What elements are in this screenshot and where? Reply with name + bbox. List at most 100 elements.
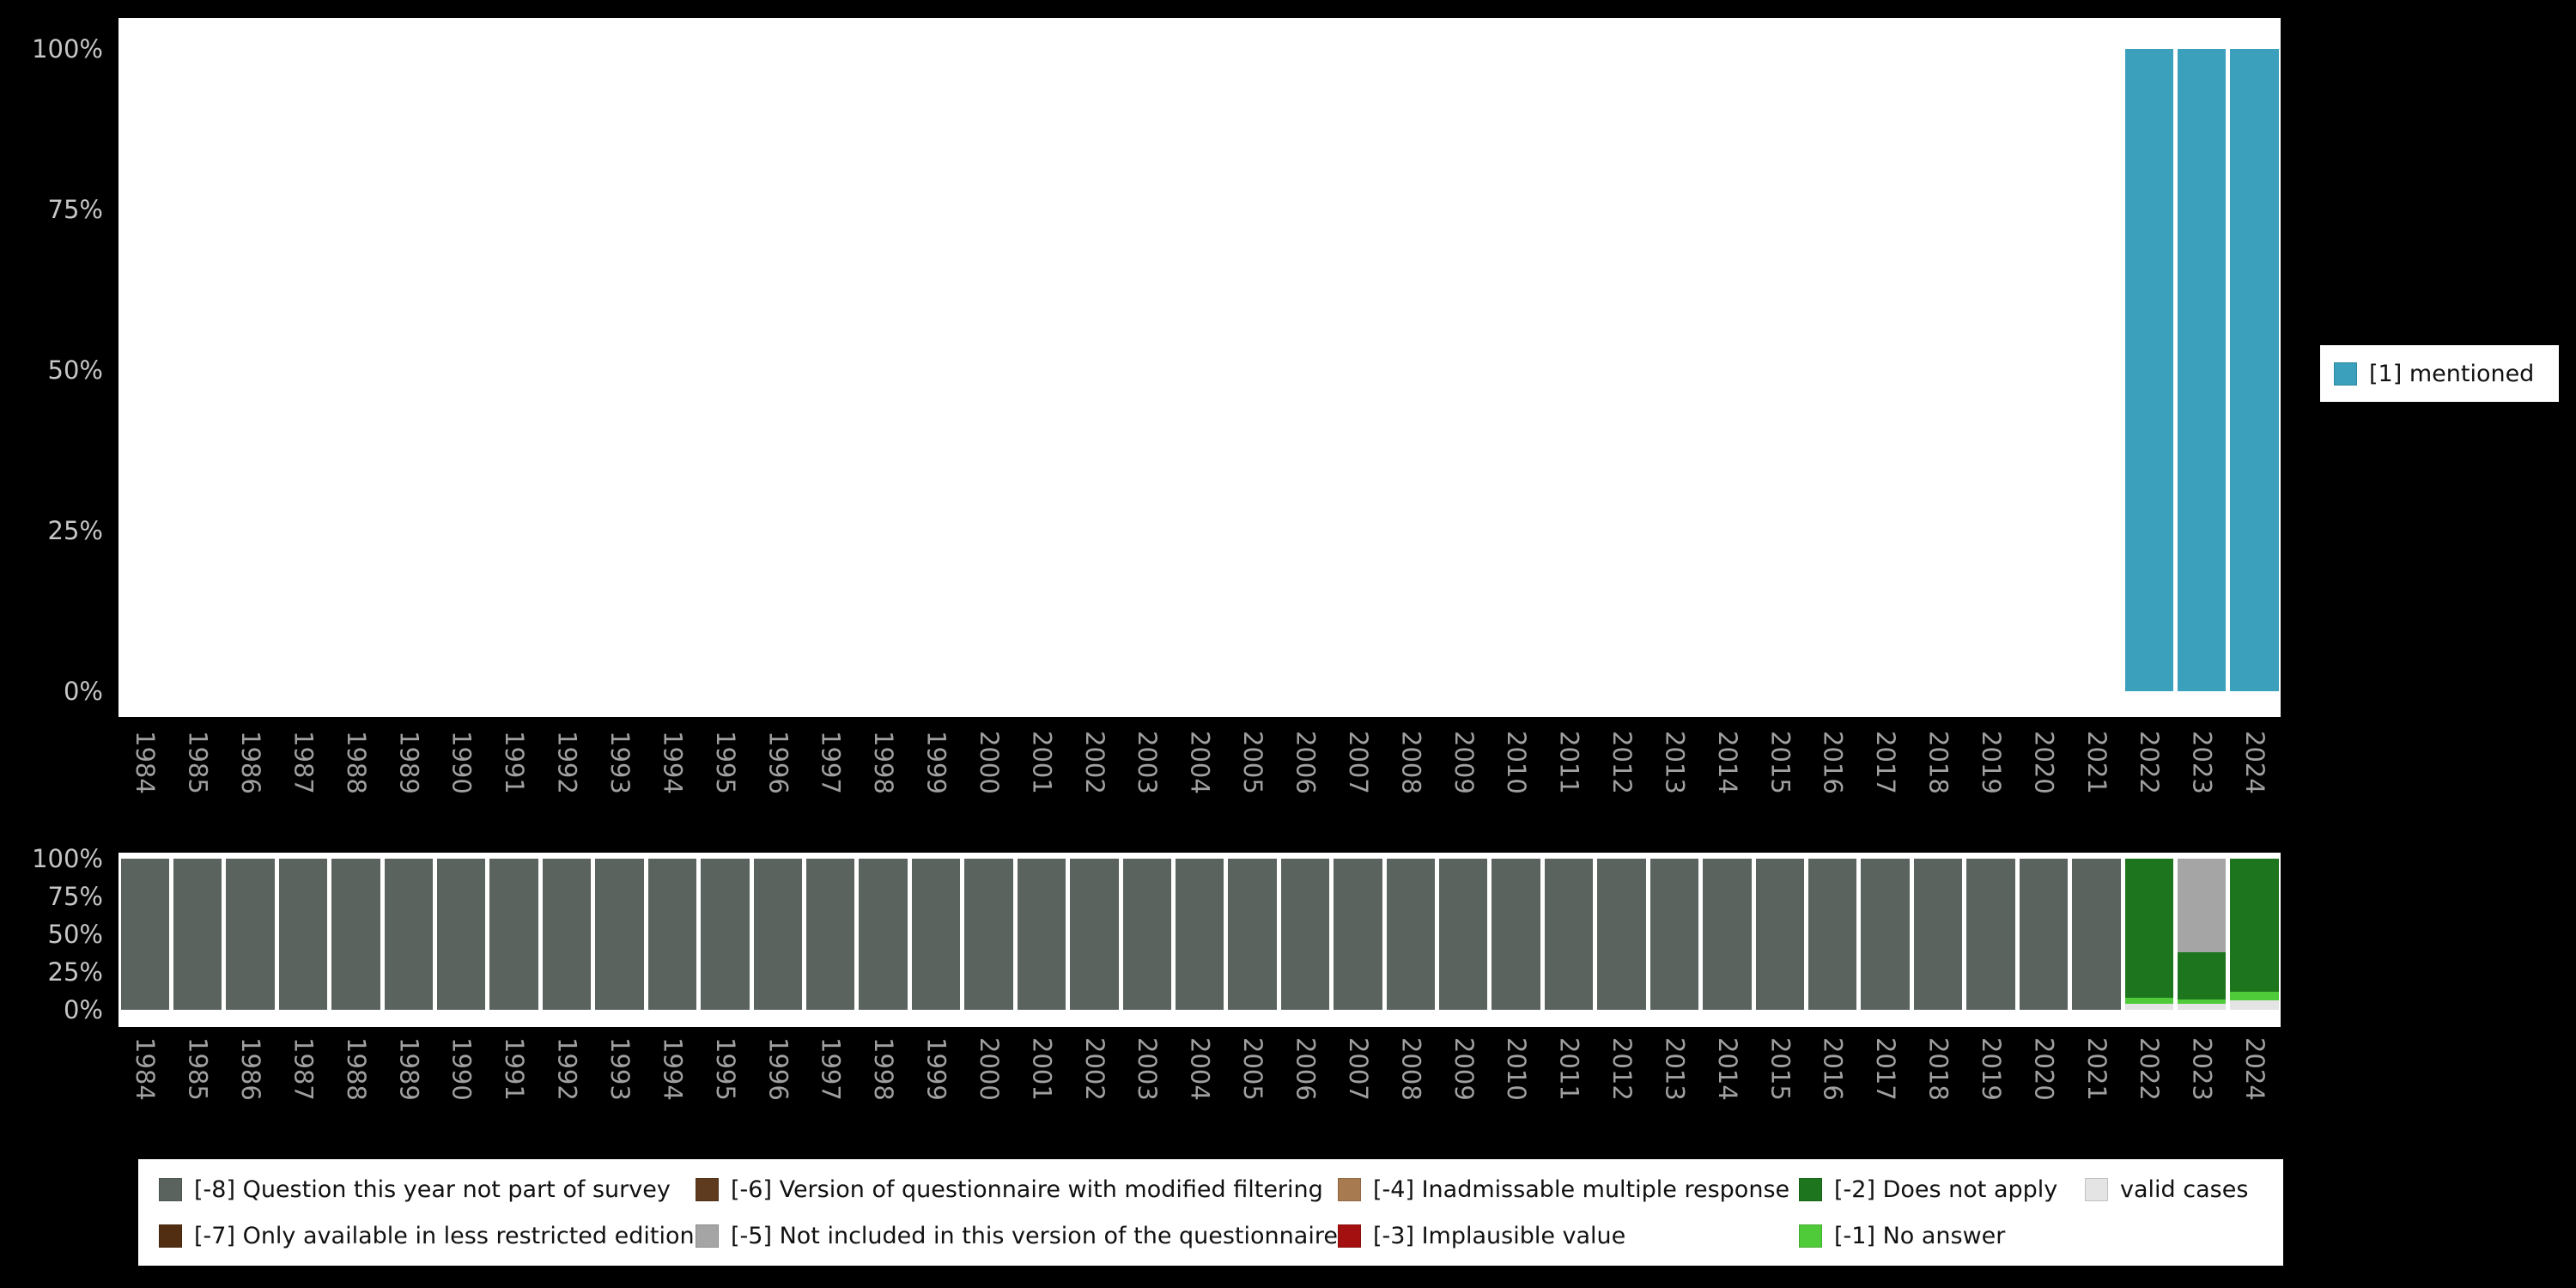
bar-2018: [1914, 49, 1962, 691]
x-axis-tick: 1984: [118, 726, 171, 839]
x-axis-tick-label: 2006: [1291, 731, 1321, 794]
x-axis-tick-label: 1985: [183, 731, 213, 794]
x-axis-tick: 2015: [1753, 1032, 1806, 1145]
bar-2024: [2230, 49, 2279, 691]
x-axis-tick-label: 2001: [1027, 1037, 1057, 1101]
x-axis-tick: 2012: [1595, 1032, 1648, 1145]
x-axis-tick: 2004: [1173, 1032, 1225, 1145]
bar-2016: [1808, 859, 1857, 1010]
bar-segment: [1966, 859, 2015, 1010]
x-axis-tick: 2014: [1701, 1032, 1753, 1145]
legend-item: [-5] Not included in this version of the…: [696, 1212, 1338, 1259]
x-axis-tick-label: 2010: [1502, 1037, 1532, 1101]
x-axis-tick: 2004: [1173, 726, 1225, 839]
x-axis-tick-label: 2014: [1712, 731, 1742, 794]
bar-1993: [595, 49, 643, 691]
y-axis-tick-label: 0%: [63, 995, 103, 1024]
bar-segment: [437, 859, 486, 1010]
x-axis-tick: 2011: [1542, 726, 1595, 839]
bar-1994: [648, 49, 696, 691]
bar-2020: [2020, 49, 2068, 691]
legend-swatch-icon: [1799, 1177, 1822, 1201]
x-axis-tick: 1992: [540, 1032, 592, 1145]
bars-area: [118, 49, 2281, 691]
x-axis-tick-label: 2021: [2081, 731, 2111, 794]
x-axis-tick-label: 1989: [394, 731, 424, 794]
x-axis-tick-label: 2020: [2029, 731, 2059, 794]
bar-2008: [1386, 859, 1436, 1010]
x-axis-tick: 2010: [1490, 726, 1542, 839]
bar-2015: [1755, 859, 1804, 1010]
x-axis-tick: 2021: [2070, 1032, 2123, 1145]
x-axis-tick: 2013: [1648, 726, 1700, 839]
y-axis-tick-label: 25%: [47, 957, 103, 987]
bottom-chart-x-axis: 1984 1985 1986 1987 1988 1989 1990 1991 1992 1993…: [118, 1032, 2281, 1145]
bar-1989: [385, 49, 433, 691]
legend-item-label: [-4] Inadmissable multiple response: [1373, 1176, 1790, 1203]
x-axis-tick: 2008: [1384, 726, 1437, 839]
x-axis-tick: 1984: [118, 1032, 171, 1145]
x-axis-tick-label: 2005: [1238, 1037, 1268, 1101]
x-axis-tick-label: 1997: [816, 1037, 846, 1101]
bar-2001: [1017, 859, 1066, 1010]
bar-1999: [912, 49, 960, 691]
bar-1996: [753, 859, 802, 1010]
x-axis-tick-label: 2020: [2029, 1037, 2059, 1101]
legend-column: valid cases: [2085, 1166, 2283, 1259]
x-axis-tick-label: 2013: [1660, 1037, 1690, 1101]
bar-segment: [2124, 1003, 2173, 1010]
bar-1985: [173, 859, 222, 1010]
legend-item: [-8] Question this year not part of surv…: [159, 1166, 696, 1212]
bar-1987: [279, 49, 327, 691]
bar-segment: [2230, 859, 2279, 992]
x-axis-tick-label: 2024: [2240, 1037, 2270, 1101]
x-axis-tick: 1995: [699, 726, 751, 839]
x-axis-tick: 1991: [488, 1032, 540, 1145]
x-axis-tick-label: 2003: [1133, 1037, 1163, 1101]
legend-item-label: [-5] Not included in this version of the…: [731, 1222, 1338, 1249]
legend-item: [-1] No answer: [1799, 1212, 2085, 1259]
bar-2016: [1808, 49, 1856, 691]
x-axis-tick-label: 1988: [341, 1037, 371, 1101]
bar-1986: [226, 859, 275, 1010]
legend-item-label: [-6] Version of questionnaire with modif…: [731, 1176, 1323, 1203]
x-axis-tick-label: 2002: [1079, 731, 1109, 794]
bar-segment: [753, 859, 802, 1010]
x-axis-tick-label: 1987: [289, 731, 319, 794]
x-axis-tick-label: 1986: [236, 731, 266, 794]
x-axis-tick-label: 2016: [1818, 731, 1848, 794]
x-axis-tick: 1998: [857, 726, 909, 839]
y-axis-tick-label: 0%: [63, 677, 103, 706]
x-axis-tick-label: 1994: [658, 731, 688, 794]
y-axis-tick-label: 100%: [32, 34, 103, 64]
x-axis-tick: 1986: [224, 1032, 276, 1145]
top-chart-x-axis: 1984 1985 1986 1987 1988 1989 1990 1991 1992 1993…: [118, 726, 2281, 839]
legend-column: [-4] Inadmissable multiple response [-3] …: [1338, 1166, 1799, 1259]
bar-1995: [701, 49, 749, 691]
x-axis-tick-label: 2023: [2187, 1037, 2217, 1101]
x-axis-tick: 1996: [751, 726, 804, 839]
legend-swatch-icon: [1338, 1224, 1361, 1248]
x-axis-tick: 2000: [963, 726, 1015, 839]
x-axis-tick: 1998: [857, 1032, 909, 1145]
x-axis-tick: 2021: [2070, 726, 2123, 839]
legend-item: [-4] Inadmissable multiple response: [1338, 1166, 1799, 1212]
bar-2014: [1703, 859, 1752, 1010]
bar-segment: [120, 859, 169, 1010]
bar-segment: [331, 859, 380, 1010]
missing-codes-legend: [-8] Question this year not part of surv…: [138, 1159, 2283, 1266]
legend-swatch-icon: [1338, 1177, 1361, 1201]
bar-2009: [1439, 859, 1488, 1010]
x-axis-tick: 2006: [1279, 1032, 1331, 1145]
x-axis-tick: 2007: [1332, 726, 1384, 839]
x-axis-tick-label: 1994: [658, 1037, 688, 1101]
x-axis-tick: 1989: [382, 726, 434, 839]
bar-1997: [806, 49, 854, 691]
bar-segment: [2230, 1000, 2279, 1010]
y-axis-tick-label: 75%: [47, 195, 103, 224]
x-axis-tick-label: 2007: [1343, 1037, 1373, 1101]
x-axis-tick: 2012: [1595, 726, 1648, 839]
x-axis-tick: 2019: [1965, 726, 2017, 839]
legend-item: valid cases: [2085, 1166, 2283, 1212]
bar-segment: [489, 859, 538, 1010]
